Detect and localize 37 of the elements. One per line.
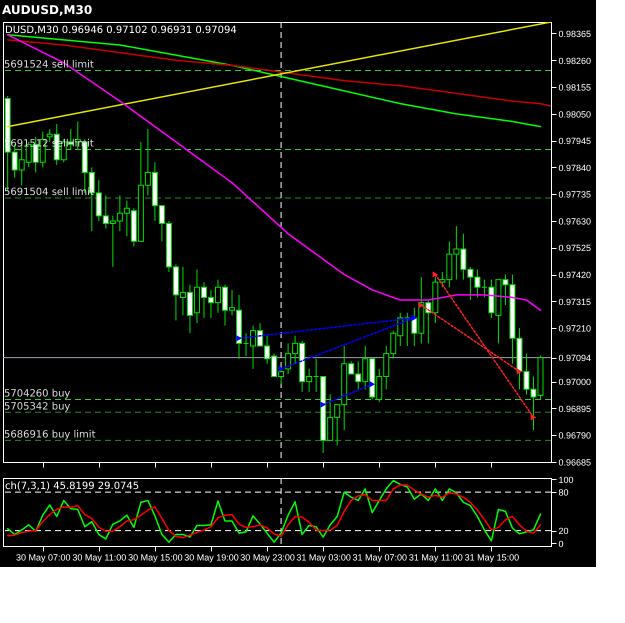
ref-line-label: 5705342 buy	[4, 401, 70, 412]
x-tick-label: 30 May 07:00	[16, 552, 70, 562]
x-tick-label: 30 May 11:00	[72, 552, 126, 562]
y-tick-label: 0.98155	[558, 82, 592, 93]
ref-line-label: 5686916 buy limit	[4, 429, 96, 440]
y-tick-label: 0.96790	[558, 430, 592, 441]
y-tick-label: 100	[558, 474, 574, 485]
y-tick-label: 0.97735	[558, 190, 592, 200]
y-tick-label: 0.97525	[558, 243, 592, 254]
y-tick-label: 0.97000	[558, 377, 592, 388]
y-tick-label: 0.96895	[558, 404, 592, 414]
y-tick-label: 0.97840	[558, 162, 592, 173]
y-tick-label: 20	[558, 526, 569, 536]
y-tick-label: 0.98260	[558, 56, 592, 66]
annotation: ch(7,3,1) 45.8199 29.0745	[5, 481, 140, 492]
x-tick-label: 31 May 07:00	[352, 552, 408, 562]
ref-line-label: 5691524 sell limit	[4, 59, 94, 70]
x-tick-label: 30 May 19:00	[184, 552, 239, 562]
y-tick-label: 0.98050	[558, 109, 592, 120]
ref-line-label: 5704260 buy	[4, 388, 70, 400]
x-tick-label: 31 May 11:00	[408, 552, 463, 562]
y-tick-label: 80	[558, 488, 569, 498]
y-tick-label: 0	[558, 538, 564, 549]
y-tick-label: 0.97315	[558, 296, 592, 307]
x-tick-label: 31 May 03:00	[296, 552, 351, 562]
x-tick-label: 30 May 15:00	[128, 552, 183, 562]
y-tick-label: 0.97420	[558, 270, 592, 280]
x-tick-label: 31 May 15:00	[464, 552, 520, 562]
y-tick-label: 0.97945	[558, 136, 592, 146]
chart-title: AUDUSD,M30	[2, 3, 92, 17]
annotation: DUSD,M30 0.96946 0.97102 0.96931 0.97094	[5, 25, 237, 36]
y-tick-label: 0.97630	[558, 216, 592, 226]
y-tick-label: 0.98365	[558, 28, 592, 39]
y-tick-label: 0.97094	[558, 353, 592, 364]
y-tick-label: 0.97210	[558, 324, 592, 334]
x-tick-label: 30 May 23:00	[240, 552, 295, 562]
y-tick-label: 0.96685	[558, 458, 592, 468]
